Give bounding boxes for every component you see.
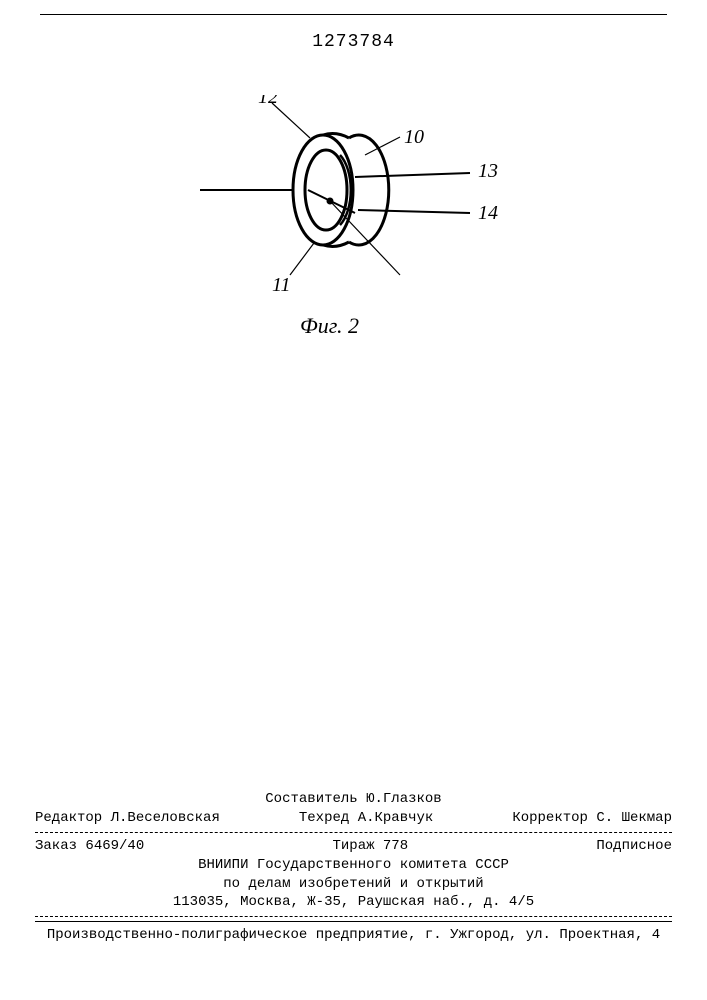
dash-1 <box>35 832 672 833</box>
wire-14 <box>358 210 470 213</box>
leader-center <box>330 201 400 275</box>
tirazh-num: 778 <box>383 838 408 854</box>
corrector-label: Корректор <box>512 810 588 826</box>
corrector-cell: Корректор С. Шекмар <box>512 809 672 828</box>
ref-11: 11 <box>272 274 291 296</box>
editor-name: Л.Веселовская <box>111 810 220 826</box>
rule-2 <box>35 921 672 922</box>
patent-number: 1273784 <box>0 32 707 52</box>
leader-12 <box>272 103 310 138</box>
ref-14: 14 <box>478 202 498 224</box>
tirazh-cell: Тираж 778 <box>332 837 408 856</box>
ref-13: 13 <box>478 160 498 182</box>
order-cell: Заказ 6469/40 <box>35 837 144 856</box>
editor-label: Редактор <box>35 810 102 826</box>
patent-page: 1273784 <box>0 0 707 1000</box>
staff-row: Редактор Л.Веселовская Техред А.Кравчук … <box>35 809 672 828</box>
figure-caption: Фиг. 2 <box>300 313 359 338</box>
figure-2: 12 10 13 14 11 Фиг. 2 <box>0 95 707 355</box>
order-row: Заказ 6469/40 Тираж 778 Подписное <box>35 837 672 856</box>
org-line-1: ВНИИПИ Государственного комитета СССР <box>35 856 672 875</box>
order-label: Заказ <box>35 838 77 854</box>
ring-back <box>349 135 389 245</box>
tehred-name: А.Кравчук <box>358 810 434 826</box>
wire-13 <box>355 173 470 177</box>
tirazh-label: Тираж <box>332 838 374 854</box>
address-line: 113035, Москва, Ж-35, Раушская наб., д. … <box>35 893 672 912</box>
figure-svg: 12 10 13 14 11 Фиг. 2 <box>0 95 707 355</box>
sub-cell: Подписное <box>596 837 672 856</box>
top-rule <box>40 14 667 15</box>
tehred-cell: Техред А.Кравчук <box>299 809 433 828</box>
org-line-2: по делам изобретений и открытий <box>35 875 672 894</box>
leader-11 <box>290 243 314 275</box>
editor-cell: Редактор Л.Веселовская <box>35 809 220 828</box>
imprint-block: Составитель Ю.Глазков Редактор Л.Веселов… <box>35 790 672 945</box>
ref-12: 12 <box>258 95 278 108</box>
compiler-line: Составитель Ю.Глазков <box>35 790 672 809</box>
corrector-name: С. Шекмар <box>596 810 672 826</box>
dash-2 <box>35 916 672 917</box>
tehred-label: Техред <box>299 810 349 826</box>
printer-line: Производственно-полиграфическое предприя… <box>35 926 672 945</box>
ref-10: 10 <box>404 126 424 148</box>
order-num: 6469/40 <box>85 838 144 854</box>
